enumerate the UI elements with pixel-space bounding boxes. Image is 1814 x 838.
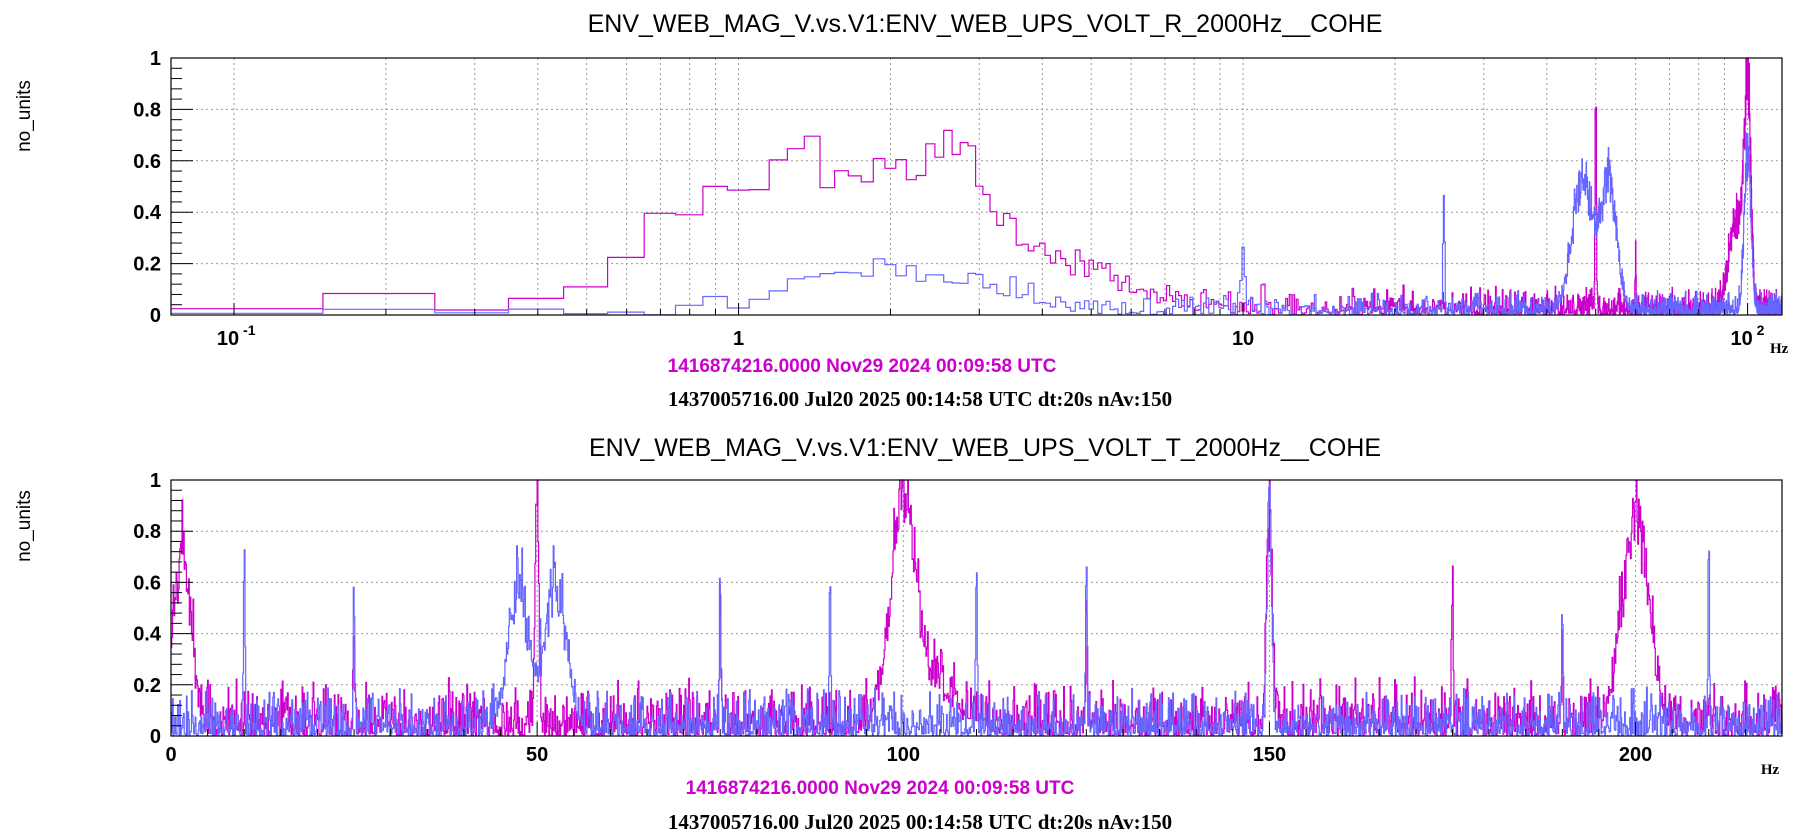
x-tick-label: 200 — [1619, 744, 1652, 766]
series-line-reference — [171, 57, 1783, 316]
x-tick-label: 50 — [526, 744, 548, 766]
reference-timestamp: 1416874216.0000 Nov29 2024 00:09:58 UTC — [686, 778, 1075, 799]
x-tick-label: 1 — [733, 328, 744, 350]
reference-timestamp: 1416874216.0000 Nov29 2024 00:09:58 UTC — [668, 356, 1057, 377]
x-tick-label: 10 — [217, 328, 239, 350]
y-tick-label: 0.8 — [133, 99, 161, 121]
y-axis-label: no_units — [14, 490, 35, 562]
x-axis-unit: Hz — [1770, 341, 1789, 357]
y-tick-label: 1 — [150, 48, 161, 70]
y-tick-label: 0.2 — [133, 675, 161, 697]
x-tick-label: 150 — [1253, 744, 1286, 766]
x-tick-label: 100 — [887, 744, 920, 766]
current-timestamp: 1437005716.00 Jul20 2025 00:14:58 UTC dt… — [668, 810, 1172, 834]
y-tick-label: 0 — [150, 305, 161, 327]
y-tick-label: 0.6 — [133, 572, 161, 594]
y-tick-label: 0.4 — [133, 202, 162, 224]
x-tick-label: 0 — [165, 744, 176, 766]
y-tick-label: 0.8 — [133, 521, 161, 543]
x-tick-exponent: 2 — [1757, 322, 1765, 338]
x-tick-label: 10 — [1730, 328, 1752, 350]
y-tick-label: 0.6 — [133, 151, 161, 173]
plot-title: ENV_WEB_MAG_V.vs.V1:ENV_WEB_UPS_VOLT_R_2… — [588, 10, 1383, 38]
series-line-reference — [171, 479, 1783, 737]
current-timestamp: 1437005716.00 Jul20 2025 00:14:58 UTC dt… — [668, 387, 1172, 411]
series-line-current — [171, 483, 1783, 737]
plot-frame — [170, 57, 1783, 316]
series-line-current — [171, 132, 1783, 316]
coherence-plot-r: ENV_WEB_MAG_V.vs.V1:ENV_WEB_UPS_VOLT_R_2… — [14, 10, 1789, 411]
y-tick-label: 0 — [150, 726, 161, 748]
y-tick-label: 0.4 — [133, 624, 162, 646]
coherence-plot-t: ENV_WEB_MAG_V.vs.V1:ENV_WEB_UPS_VOLT_T_2… — [14, 434, 1783, 834]
plot-title: ENV_WEB_MAG_V.vs.V1:ENV_WEB_UPS_VOLT_T_2… — [589, 434, 1381, 462]
y-tick-label: 0.2 — [133, 254, 161, 276]
y-axis-label: no_units — [14, 80, 35, 152]
x-tick-exponent: -1 — [243, 322, 256, 338]
x-tick-label: 10 — [1232, 328, 1254, 350]
x-axis-unit: Hz — [1761, 762, 1780, 778]
y-tick-label: 1 — [150, 470, 161, 492]
